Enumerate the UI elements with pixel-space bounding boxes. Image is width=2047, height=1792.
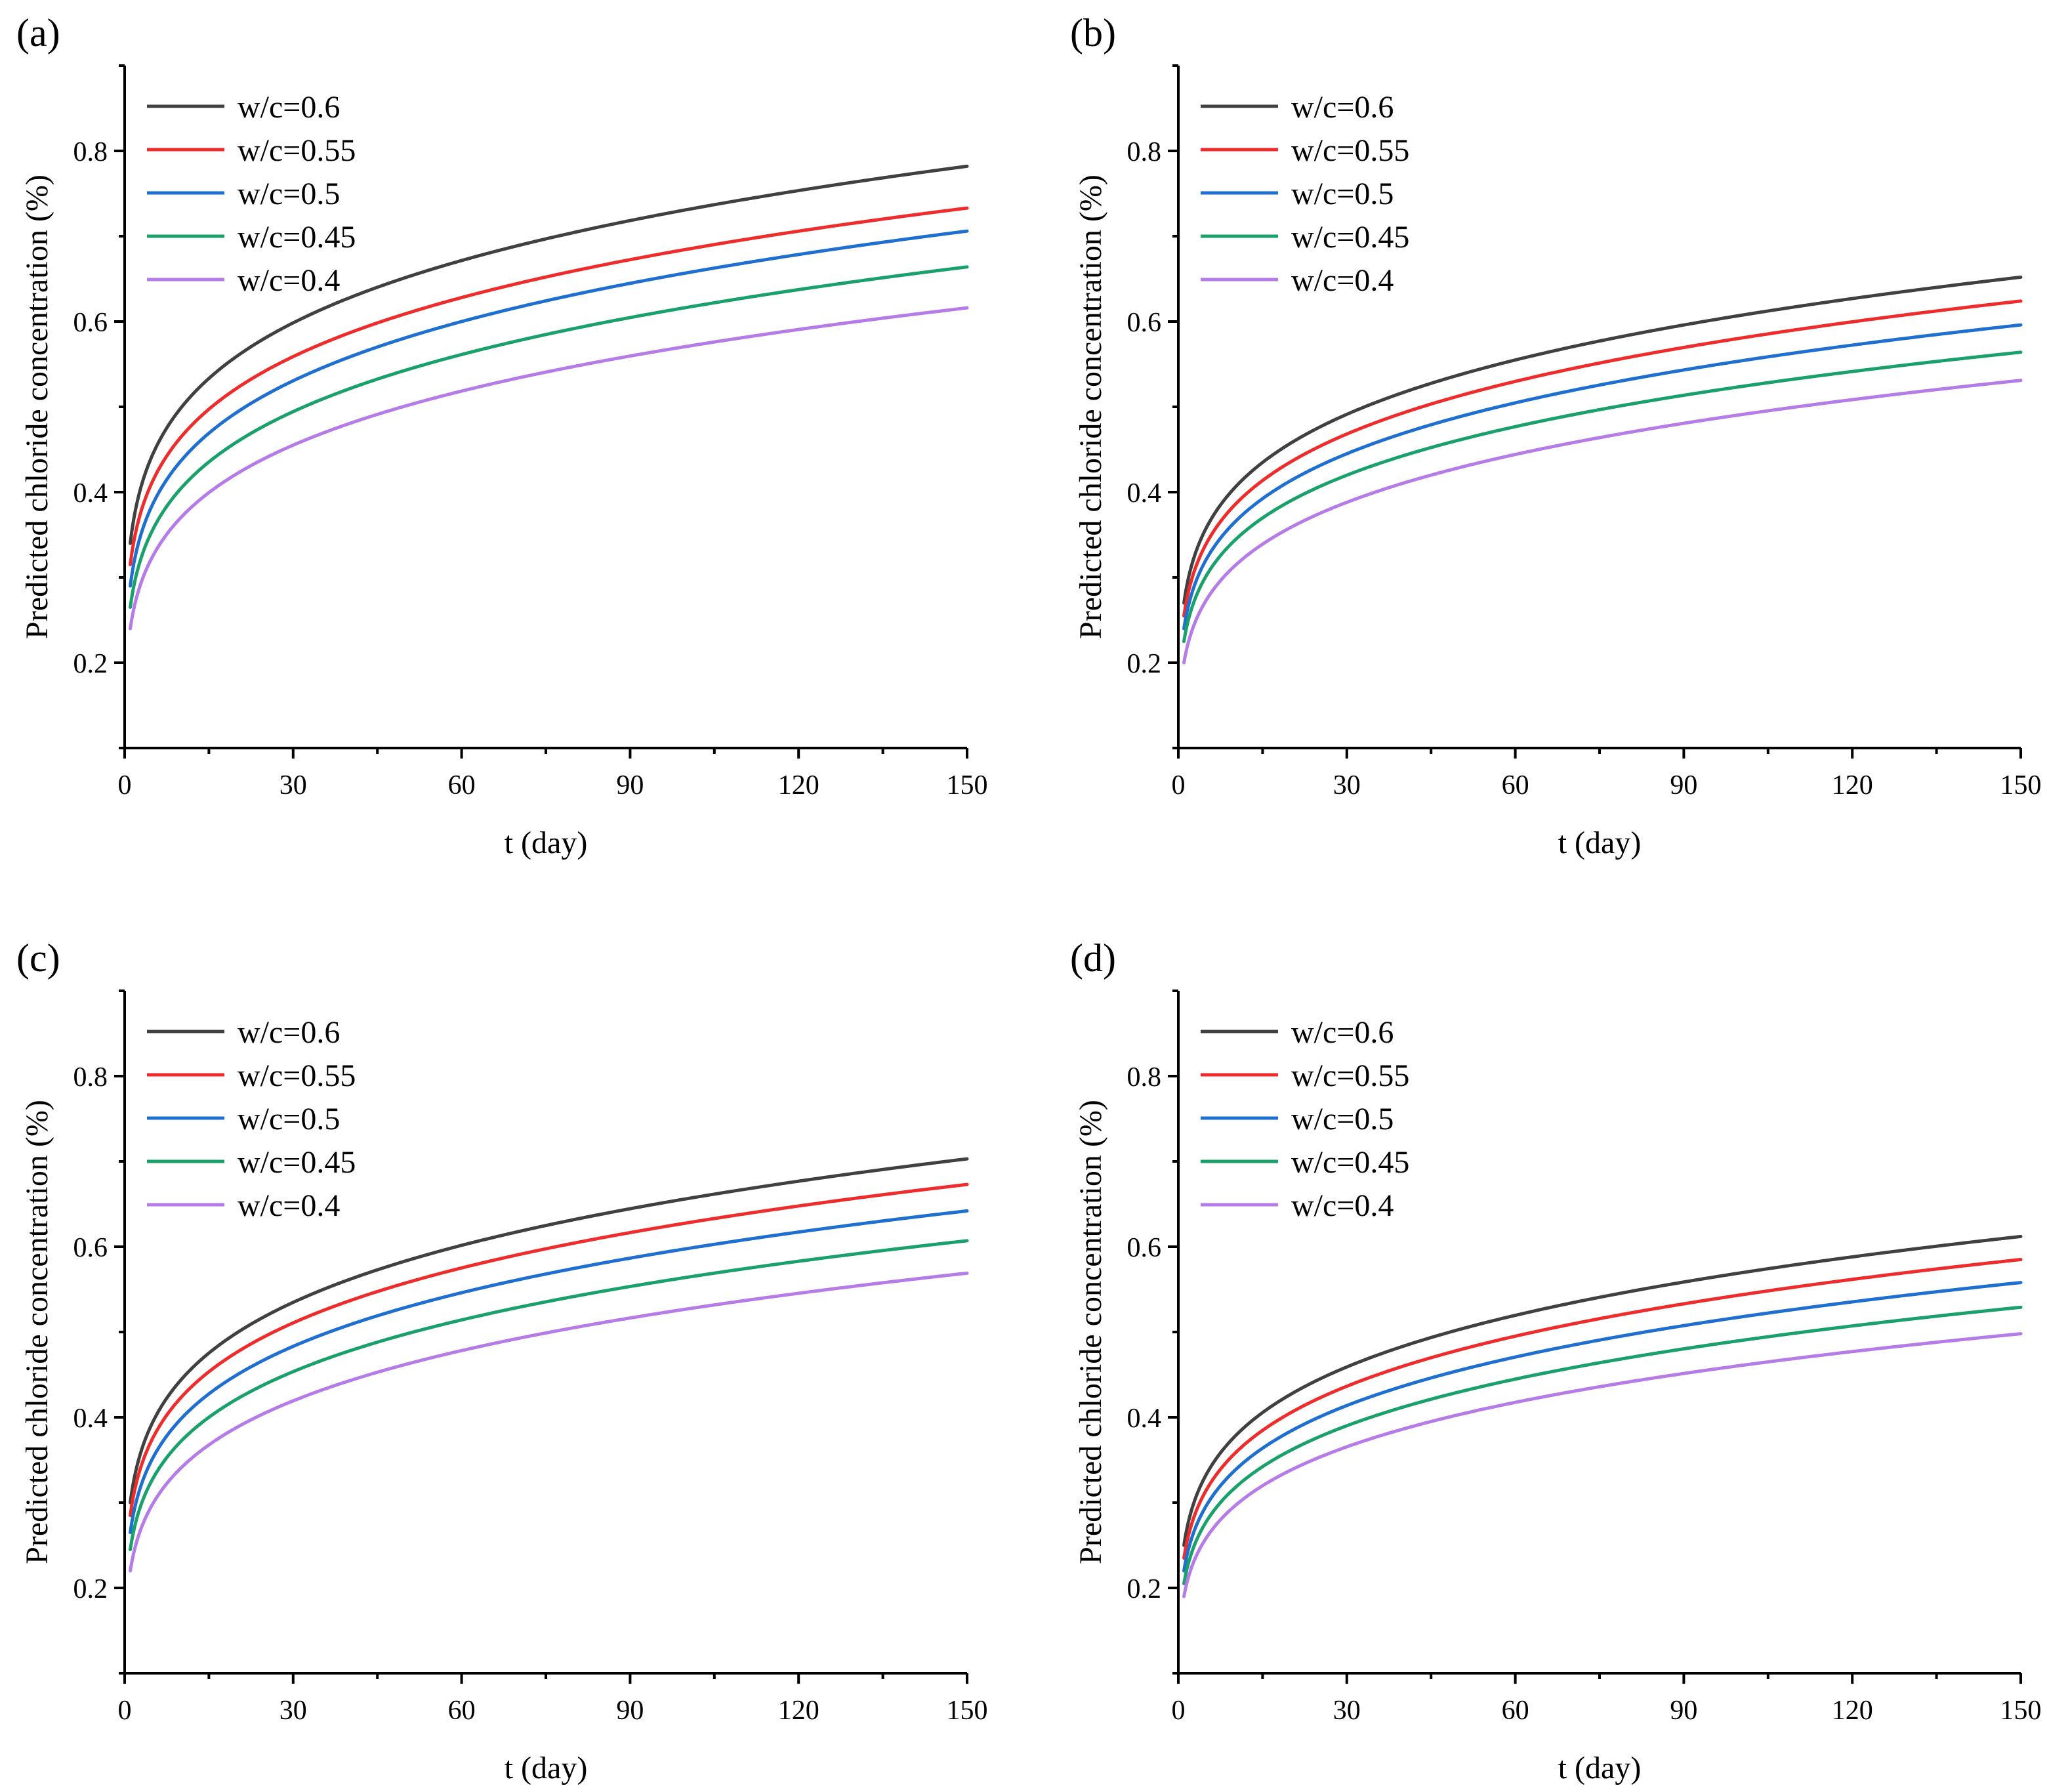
y-tick-label: 0.6: [1127, 1233, 1162, 1263]
x-tick-label: 60: [1502, 770, 1529, 801]
series-line: [129, 1239, 969, 1551]
series-line: [1182, 1305, 2023, 1585]
panel-label: (a): [16, 11, 60, 54]
x-tick-label: 120: [1832, 770, 1873, 801]
y-tick-label: 0.6: [73, 308, 108, 338]
x-tick-label: 60: [448, 1696, 476, 1726]
chart-panel: (a) 0 30 60 90 120 150 0.2 0.4 0.6 0.8 t (day) Predi…: [16, 11, 988, 860]
x-tick-label: 0: [118, 1696, 132, 1726]
legend-label: w/c=0.55: [238, 133, 356, 168]
x-tick-label: 90: [616, 1696, 644, 1726]
legend-label: w/c=0.6: [238, 1015, 340, 1050]
y-tick-label: 0.8: [1127, 137, 1162, 167]
chart-panel: (c) 0 30 60 90 120 150 0.2 0.4 0.6 0.8 t (day) Predi…: [16, 936, 988, 1785]
chart-panel: (d) 0 30 60 90 120 150 0.2 0.4 0.6 0.8 t (day) Predi…: [1070, 936, 2042, 1785]
panel-label: (b): [1070, 11, 1116, 54]
legend-label: w/c=0.5: [1291, 177, 1394, 211]
x-tick-label: 90: [1670, 770, 1697, 801]
x-tick-label: 150: [947, 770, 988, 801]
series-line: [1182, 299, 2023, 617]
y-tick-label: 0.8: [1127, 1062, 1162, 1093]
x-tick-label: 120: [1832, 1696, 1873, 1726]
legend-label: w/c=0.45: [1291, 220, 1409, 255]
x-tick-label: 0: [1172, 1696, 1186, 1726]
legend-label: w/c=0.5: [1291, 1102, 1394, 1136]
legend-label: w/c=0.55: [1291, 133, 1409, 168]
legend-label: w/c=0.55: [238, 1058, 356, 1093]
y-axis-label: Predicted chloride concentration (%): [20, 175, 54, 639]
x-tick-label: 150: [2000, 1696, 2042, 1726]
series-line: [1182, 1234, 2023, 1547]
series-line: [1182, 323, 2023, 631]
y-axis-label: Predicted chloride concentration (%): [20, 1100, 54, 1564]
series-line: [129, 1271, 969, 1573]
y-tick-label: 0.4: [1127, 1404, 1162, 1434]
legend-label: w/c=0.5: [238, 1102, 340, 1136]
series-line: [129, 1209, 969, 1534]
x-tick-label: 120: [778, 1696, 819, 1726]
y-tick-label: 0.8: [73, 1062, 108, 1093]
y-tick-label: 0.4: [1127, 478, 1162, 509]
y-axis-label: Predicted chloride concentration (%): [1073, 175, 1108, 639]
x-tick-label: 0: [118, 770, 132, 801]
series-line: [129, 306, 969, 631]
y-tick-label: 0.2: [73, 1574, 108, 1604]
x-axis-label: t (day): [1558, 825, 1642, 860]
panel-label: (d): [1070, 936, 1116, 980]
x-tick-label: 60: [448, 770, 476, 801]
x-tick-label: 30: [279, 1696, 307, 1726]
series-line: [129, 229, 969, 588]
chart-panel: (b) 0 30 60 90 120 150 0.2 0.4 0.6 0.8 t (day) Predi…: [1070, 11, 2042, 860]
x-tick-label: 90: [616, 770, 644, 801]
y-tick-label: 0.6: [73, 1233, 108, 1263]
series-line: [1182, 1258, 2023, 1560]
legend-label: w/c=0.45: [1291, 1145, 1409, 1180]
series-line: [1182, 275, 2023, 605]
legend-label: w/c=0.5: [238, 177, 340, 211]
x-axis-label: t (day): [1558, 1751, 1642, 1785]
series-line: [1182, 1332, 2023, 1598]
x-axis-label: t (day): [505, 1751, 588, 1785]
y-tick-label: 0.8: [73, 137, 108, 167]
series-line: [129, 206, 969, 566]
legend-label: w/c=0.4: [238, 1188, 340, 1223]
x-tick-label: 150: [947, 1696, 988, 1726]
x-tick-label: 90: [1670, 1696, 1697, 1726]
legend-label: w/c=0.6: [238, 90, 340, 125]
series-line: [129, 164, 969, 545]
legend-label: w/c=0.6: [1291, 1015, 1394, 1050]
y-axis-label: Predicted chloride concentration (%): [1073, 1100, 1108, 1564]
legend-label: w/c=0.6: [1291, 90, 1394, 125]
legend-label: w/c=0.4: [1291, 1188, 1394, 1223]
x-tick-label: 30: [1333, 1696, 1361, 1726]
legend-label: w/c=0.55: [1291, 1058, 1409, 1093]
legend-label: w/c=0.4: [238, 263, 340, 298]
y-tick-label: 0.2: [1127, 1574, 1162, 1604]
y-tick-label: 0.2: [1127, 649, 1162, 679]
x-tick-label: 30: [279, 770, 307, 801]
panel-label: (c): [16, 936, 60, 980]
series-line: [1182, 379, 2023, 665]
x-tick-label: 30: [1333, 770, 1361, 801]
series-line: [129, 1182, 969, 1517]
x-tick-label: 60: [1502, 1696, 1529, 1726]
legend-label: w/c=0.45: [238, 220, 356, 255]
y-tick-label: 0.4: [73, 478, 108, 509]
x-tick-label: 150: [2000, 770, 2042, 801]
y-tick-label: 0.4: [73, 1404, 108, 1434]
x-tick-label: 0: [1172, 770, 1186, 801]
legend-label: w/c=0.45: [238, 1145, 356, 1180]
x-tick-label: 120: [778, 770, 819, 801]
legend-label: w/c=0.4: [1291, 263, 1394, 298]
y-tick-label: 0.2: [73, 649, 108, 679]
series-line: [1182, 1281, 2023, 1573]
y-tick-label: 0.6: [1127, 308, 1162, 338]
series-line: [129, 265, 969, 609]
series-line: [1182, 350, 2023, 643]
x-axis-label: t (day): [505, 825, 588, 860]
series-line: [129, 1157, 969, 1505]
